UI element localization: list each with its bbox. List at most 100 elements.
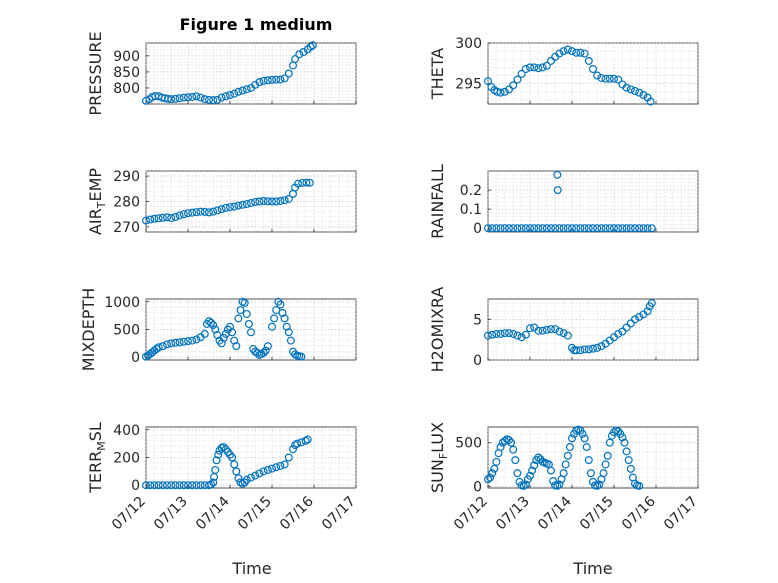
data-point xyxy=(217,205,226,214)
data-point xyxy=(209,478,218,487)
data-point xyxy=(284,69,293,78)
data-point xyxy=(171,94,180,103)
data-point xyxy=(618,327,627,336)
data-point xyxy=(626,224,635,233)
data-point xyxy=(605,438,614,447)
data-point xyxy=(584,456,593,465)
data-point xyxy=(221,92,230,101)
data-point xyxy=(630,479,639,488)
data-point xyxy=(551,325,560,334)
y-tick-label: 280 xyxy=(113,195,140,211)
data-point xyxy=(230,89,239,98)
data-point xyxy=(542,61,551,70)
data-point xyxy=(593,481,602,490)
data-point xyxy=(496,443,505,452)
y-tick-label: 290 xyxy=(113,169,140,185)
data-point xyxy=(188,336,197,345)
data-point xyxy=(525,324,534,333)
data-point xyxy=(555,49,564,58)
data-point xyxy=(280,314,289,323)
data-point xyxy=(268,322,277,331)
data-point xyxy=(553,170,562,179)
data-point xyxy=(192,481,201,490)
data-point xyxy=(167,95,176,104)
axes-frame xyxy=(145,42,357,105)
data-point xyxy=(599,469,608,478)
data-point xyxy=(588,344,597,353)
data-point xyxy=(563,331,572,340)
data-point xyxy=(567,343,576,352)
y-tick-label: 0 xyxy=(473,479,482,495)
data-point xyxy=(276,75,285,84)
x-tick-label: 07/14 xyxy=(535,493,575,533)
data-point xyxy=(624,456,633,465)
data-point xyxy=(280,74,289,83)
x-tick-label: 07/13 xyxy=(151,494,191,534)
data-point xyxy=(163,340,172,349)
y-axis-label: AIRTEMP xyxy=(86,168,108,235)
data-point xyxy=(263,76,272,85)
data-point xyxy=(488,469,497,478)
y-tick-label: 0 xyxy=(473,353,482,369)
data-point xyxy=(593,71,602,80)
data-point xyxy=(609,74,618,83)
data-point xyxy=(200,207,209,216)
data-point xyxy=(542,325,551,334)
data-point xyxy=(234,474,243,483)
subplot-theta: 295 300 THETA xyxy=(428,36,699,106)
data-point xyxy=(635,224,644,233)
data-point xyxy=(255,197,264,206)
data-point xyxy=(255,78,264,87)
data-point xyxy=(559,469,568,478)
data-point xyxy=(597,342,606,351)
data-point xyxy=(559,47,568,56)
data-point xyxy=(268,75,277,84)
x-tick-label: 07/13 xyxy=(493,494,533,534)
data-point xyxy=(303,435,312,444)
y-tick-label: 0 xyxy=(131,478,140,494)
data-point xyxy=(242,309,251,318)
x-axis-label-right: Time xyxy=(572,559,612,578)
data-point xyxy=(171,481,180,490)
data-point xyxy=(167,339,176,348)
data-point xyxy=(247,328,256,337)
data-point xyxy=(188,92,197,101)
data-point xyxy=(284,328,293,337)
data-point xyxy=(244,319,253,328)
data-point xyxy=(559,224,568,233)
figure-title: Figure 1 medium xyxy=(180,15,333,34)
data-point xyxy=(584,224,593,233)
x-tick-label: 07/17 xyxy=(661,494,701,534)
data-point xyxy=(534,453,543,462)
x-tick-label: 07/14 xyxy=(193,493,233,533)
data-point xyxy=(207,318,216,327)
data-point xyxy=(209,207,218,216)
data-point xyxy=(295,50,304,59)
data-point xyxy=(240,298,249,307)
data-point xyxy=(179,93,188,102)
y-tick-label: 900 xyxy=(113,49,140,65)
data-point xyxy=(302,178,311,187)
data-point xyxy=(154,214,163,223)
data-point xyxy=(213,206,222,215)
data-point xyxy=(530,63,539,72)
y-tick-label: 200 xyxy=(113,451,140,467)
data-point xyxy=(605,74,614,83)
data-point xyxy=(142,481,151,490)
data-point xyxy=(538,326,547,335)
data-point xyxy=(188,208,197,217)
data-point xyxy=(247,473,256,482)
data-point xyxy=(259,76,268,85)
data-point xyxy=(242,85,251,94)
y-tick-label: 0 xyxy=(473,221,482,237)
data-point xyxy=(626,85,635,94)
data-point xyxy=(234,87,243,96)
data-point xyxy=(542,224,551,233)
data-point xyxy=(236,306,245,315)
data-point xyxy=(146,215,155,224)
data-point xyxy=(500,224,509,233)
data-point xyxy=(647,299,656,308)
data-point xyxy=(507,438,516,447)
data-point xyxy=(263,465,272,474)
data-point xyxy=(184,93,193,102)
